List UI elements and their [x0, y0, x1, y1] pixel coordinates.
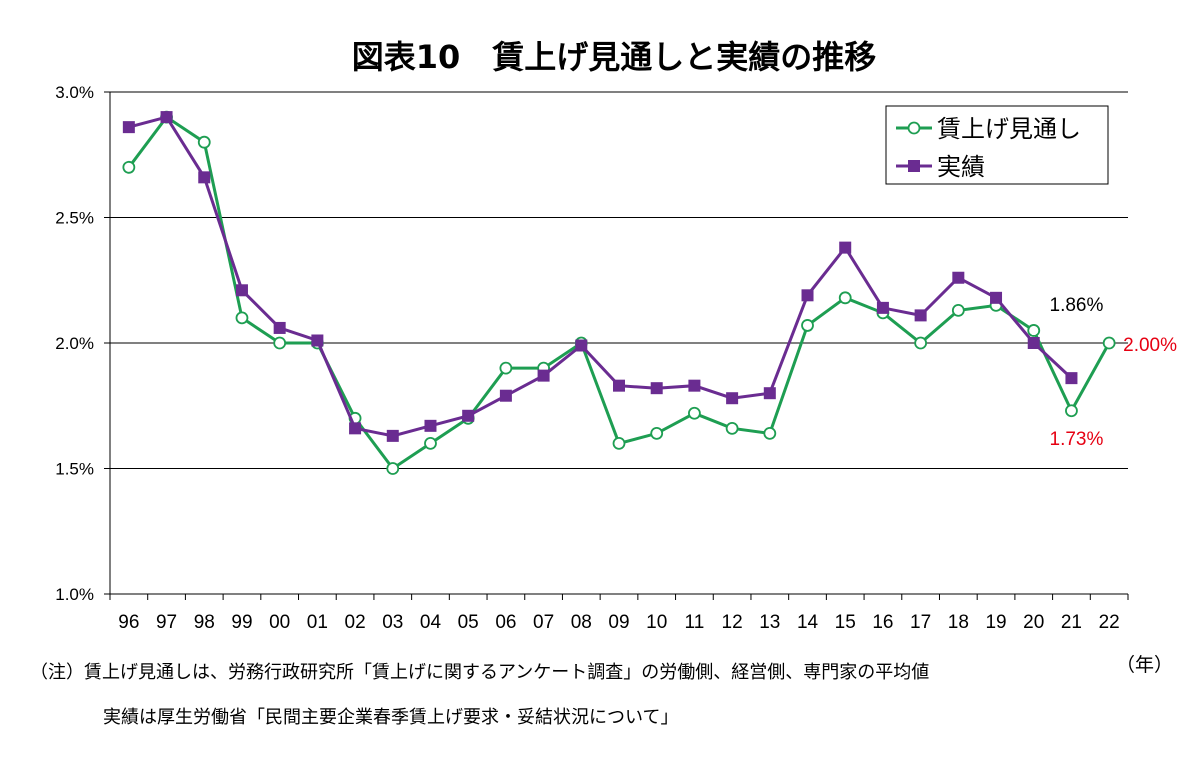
data-label: 1.86%	[1050, 295, 1104, 316]
series-actual	[122, 111, 1078, 442]
axes	[104, 91, 1129, 600]
data-point	[386, 462, 400, 475]
x-tick-label: 13	[759, 612, 780, 633]
data-point	[838, 291, 852, 305]
series-layer	[122, 110, 1116, 475]
data-point	[235, 311, 249, 325]
x-tick-label: 06	[495, 612, 516, 633]
data-point	[726, 392, 739, 405]
x-tick-label: 05	[458, 612, 479, 633]
x-tick-label: 07	[533, 612, 554, 633]
data-point	[876, 301, 889, 314]
data-point	[688, 379, 701, 392]
data-point	[725, 421, 739, 435]
x-tick-label: 15	[835, 612, 856, 633]
data-point	[613, 379, 625, 392]
data-point	[1102, 336, 1116, 350]
data-point	[688, 406, 701, 420]
x-tick-label: 16	[872, 612, 893, 633]
y-tick-label: 2.0%	[55, 334, 94, 353]
data-point	[349, 422, 362, 435]
x-axis-ticks: 96 97 98 99 00 01 02 03 04 05 06 07 08 09 10 11 12 13 14 15…	[118, 612, 1119, 633]
x-tick-label: 19	[985, 612, 1006, 633]
data-point	[122, 160, 136, 174]
y-tick-label: 3.0%	[55, 83, 94, 102]
x-axis-unit: （年）	[1116, 654, 1174, 676]
legend-marker	[907, 121, 921, 135]
data-point	[575, 339, 588, 352]
data-point	[650, 426, 664, 440]
data-point	[1027, 324, 1041, 337]
data-point	[424, 419, 437, 432]
data-point	[273, 336, 287, 350]
x-tick-label: 22	[1099, 612, 1120, 633]
x-tick-label: 11	[685, 612, 705, 633]
data-point	[273, 321, 286, 334]
x-tick-label: 14	[797, 612, 819, 633]
data-point	[763, 387, 776, 400]
data-point	[801, 319, 814, 332]
note-line-1: （注）賃上げ見通しは、労務行政研究所「賃上げに関するアンケート調査」の労働側、経…	[30, 662, 930, 683]
x-tick-label: 09	[608, 612, 629, 633]
x-tick-label: 96	[118, 612, 139, 633]
legend-label: 実績	[937, 153, 985, 181]
data-point	[197, 135, 211, 149]
data-point	[198, 171, 211, 184]
data-point	[424, 436, 437, 450]
y-axis-ticks: 1.0% 1.5% 2.0% 2.5% 3.0%	[55, 83, 94, 604]
data-point	[1027, 337, 1040, 349]
x-tick-label: 18	[948, 612, 969, 633]
x-tick-label: 21	[1061, 612, 1082, 633]
data-point	[499, 361, 513, 375]
x-tick-label: 17	[910, 612, 931, 633]
x-tick-label: 08	[571, 612, 592, 633]
x-tick-label: 12	[722, 612, 743, 633]
data-point	[499, 389, 512, 402]
y-tick-label: 1.5%	[55, 460, 94, 479]
x-tick-label: 04	[420, 612, 442, 633]
x-tick-label: 02	[345, 612, 366, 633]
data-point	[839, 241, 852, 254]
legend-label: 賃上げ見通し	[937, 115, 1081, 143]
data-point	[1065, 372, 1078, 385]
data-label: 2.00%	[1123, 335, 1177, 356]
data-point	[1065, 404, 1078, 418]
data-point	[462, 409, 475, 422]
series-line	[128, 115, 1073, 438]
data-point	[914, 336, 928, 350]
data-point	[537, 369, 550, 382]
x-tick-label: 10	[646, 612, 667, 633]
data-point	[311, 334, 324, 347]
data-label: 1.73%	[1050, 429, 1104, 450]
note-line-2: 実績は厚生労働省「民間主要企業春季賃上げ要求・妥結状況について」	[103, 707, 679, 728]
y-tick-label: 1.0%	[55, 585, 94, 604]
data-point	[952, 271, 965, 284]
chart-title: 図表10 賃上げ見通しと実績の推移	[352, 38, 877, 76]
y-tick-label: 2.5%	[55, 209, 94, 228]
data-point	[801, 289, 814, 302]
data-point	[951, 303, 965, 317]
x-tick-label: 03	[382, 612, 403, 633]
x-tick-label: 01	[307, 612, 328, 633]
data-point	[160, 111, 173, 124]
data-point	[990, 291, 1003, 304]
x-tick-label: 00	[269, 612, 290, 633]
data-point	[763, 426, 777, 440]
x-tick-label: 98	[194, 612, 215, 633]
x-tick-label: 99	[231, 612, 252, 633]
data-point	[612, 436, 626, 450]
data-point	[122, 121, 135, 134]
x-tick-label: 20	[1023, 612, 1044, 633]
annotations: 1.86% 1.73% 2.00%	[1050, 295, 1178, 450]
data-point	[235, 284, 248, 297]
data-point	[386, 429, 399, 442]
legend-box	[885, 105, 1109, 185]
data-point	[914, 309, 927, 322]
x-tick-label: 97	[156, 612, 177, 633]
legend-marker	[908, 160, 920, 172]
data-point	[650, 382, 663, 395]
